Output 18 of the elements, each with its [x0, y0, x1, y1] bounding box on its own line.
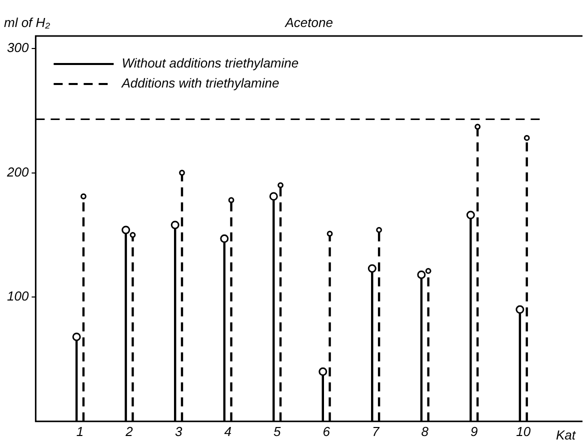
x-tick-label: 7	[372, 424, 380, 439]
legend-label: Additions with triethylamine	[120, 76, 280, 91]
x-axis-title: Kat	[556, 428, 577, 443]
x-tick-label: 3	[174, 424, 183, 439]
x-tick-label: 8	[421, 424, 430, 439]
y-axis-title: ml of H₂	[4, 15, 50, 30]
x-tick-label: 6	[322, 424, 331, 439]
x-tick-label: 9	[470, 424, 478, 439]
x-tick-label: 1	[76, 424, 84, 439]
chart-title: Acetone	[284, 15, 333, 30]
legend-label: Without additions triethylamine	[122, 56, 299, 71]
y-tick-label: 200	[6, 164, 30, 180]
x-tick-label: 4	[224, 424, 232, 439]
x-tick-label: 5	[273, 424, 282, 439]
y-tick-label: 100	[6, 288, 30, 304]
x-tick-label: 2	[124, 424, 134, 439]
y-tick-label: 300	[6, 40, 30, 56]
x-tick-label: 10	[516, 424, 532, 439]
